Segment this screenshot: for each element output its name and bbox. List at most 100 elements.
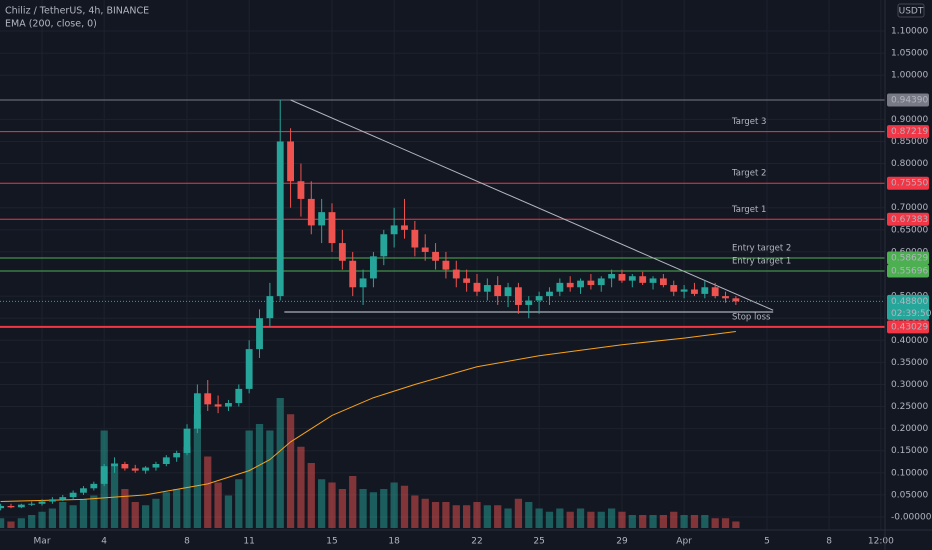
volume-bar [59,502,67,528]
candle-body [411,229,419,248]
y-tick-label: 0.65000 [891,225,928,235]
volume-bar [255,424,264,528]
volume-bar [597,511,605,528]
candle-body [0,505,5,509]
price-label-box [887,176,929,190]
ema-line [0,330,736,503]
candle-body [535,296,543,301]
y-tick-label: 0.20000 [891,424,928,434]
volume-bar [338,489,346,528]
volume-bar [504,508,512,528]
volume-bar [721,518,730,528]
volume-bar [0,518,5,528]
candle-body [370,256,377,279]
volume-bar [690,515,699,528]
current-price-box [887,294,929,320]
candle-body [680,289,688,292]
candle-body [608,274,616,279]
candle-body [649,278,657,283]
candle-body [121,463,129,469]
candle-body [359,278,367,288]
currency-box[interactable] [897,3,925,18]
y-tick-label: 0.70000 [891,203,928,213]
volume-bar [452,505,460,528]
volume-bar [193,414,202,528]
volume-bar [318,479,326,528]
x-tick-label: 12:00 [868,537,894,547]
volume-bar [276,398,284,528]
candle-body [566,282,574,288]
volume-bar [38,511,46,528]
volume-bar [121,489,129,528]
candle-body [80,488,87,493]
candle-body [28,503,36,505]
candle-body [183,428,191,453]
y-tick-label: 0.10000 [891,468,928,478]
volume-bar [483,505,491,528]
currency-label[interactable]: USDT [899,7,924,17]
volume-bar [131,502,139,528]
candle-body [711,287,719,297]
candle-body [328,212,336,244]
candle-body [152,463,160,468]
level-annotation: Entry target 1 [732,256,791,266]
candle-body [618,274,626,281]
level-annotation: Target 1 [731,205,766,215]
volume-bar [680,515,688,528]
x-tick-label: 18 [388,537,400,547]
candle-body [628,276,636,281]
y-tick-label: 0.15000 [891,446,928,456]
price-label: 0.43029 [891,322,928,332]
volume-bar [245,430,253,528]
candle-body [691,289,698,294]
candle-body [463,278,471,283]
candle-body [494,285,502,297]
volume-bar [576,508,585,528]
candle-body [670,285,678,292]
volume-bar [514,498,523,528]
candle-body [318,212,326,226]
candle-body [38,501,46,504]
candle-body [722,296,729,299]
volume-bar [307,463,315,528]
y-tick-label: 0.80000 [891,159,928,169]
volume-bar [659,515,668,528]
chart-title: Chiliz / TetherUS, 4h, BINANCE [5,6,149,17]
candle-body [401,225,408,230]
candle-body [483,285,491,292]
trendline [290,99,774,311]
volume-bar [48,508,57,528]
volume-bar [328,482,336,528]
candle-body [142,467,150,471]
candle-body [659,278,667,286]
x-tick-label: 5 [764,537,770,547]
candle-body [577,280,584,288]
price-label-box [887,320,929,334]
y-tick-label: 0.85000 [891,137,928,147]
x-tick-label: 11 [243,537,254,547]
level-annotation: Entry target 2 [732,243,791,253]
countdown-label: 02:39:50 [891,309,932,319]
candle-body [587,280,595,286]
candle-body [546,291,553,297]
candle-body [100,466,108,484]
y-tick-label: -0.00000 [891,513,932,523]
indicator-label: EMA (200, close, 0) [5,19,97,30]
candle-body [432,251,439,261]
price-label-box [887,93,929,107]
volume-bar [463,505,471,528]
candle-body [452,269,460,279]
x-tick-label: 25 [533,537,544,547]
volume-bar [628,515,636,528]
candle-body [514,287,522,305]
volume-bar [359,489,367,528]
volume-bar [711,518,719,528]
volume-bar [411,495,419,528]
volume-bar [79,498,88,528]
volume-bar [152,498,160,528]
candle-body [276,141,284,297]
level-annotation: Target 2 [731,169,766,179]
price-label: 0.58629 [891,253,928,263]
candle-body [193,393,201,429]
